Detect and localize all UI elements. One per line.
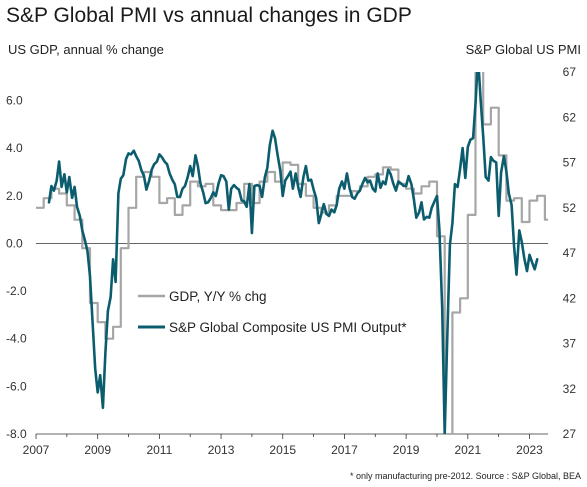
right-tick-label: 32: [563, 382, 577, 396]
x-tick-label: 2019: [393, 443, 420, 457]
right-tick-label: 42: [563, 291, 577, 305]
right-tick-label: 47: [563, 246, 577, 260]
x-tick-label: 2007: [23, 443, 50, 457]
gdp-series-line: [36, 72, 548, 434]
right-tick-label: 27: [563, 427, 577, 441]
left-tick-label: 6.0: [6, 94, 23, 108]
legend-label: GDP, Y/Y % chg: [169, 289, 267, 304]
left-axis-title: US GDP, annual % change: [8, 42, 164, 57]
x-tick-label: 2015: [269, 443, 296, 457]
x-tick-label: 2013: [208, 443, 235, 457]
left-tick-label: 0.0: [6, 236, 23, 250]
x-tick-label: 2011: [146, 443, 172, 457]
left-tick-label: -8.0: [6, 427, 27, 441]
left-tick-label: -6.0: [6, 379, 27, 393]
chart-title: S&P Global PMI vs annual changes in GDP: [6, 4, 412, 27]
x-tick-label: 2023: [516, 443, 543, 457]
right-tick-label: 52: [563, 201, 577, 215]
x-tick-label: 2017: [331, 443, 358, 457]
right-tick-label: 57: [563, 156, 577, 170]
left-tick-label: -2.0: [6, 284, 27, 298]
footnote: * only manufacturing pre-2012. Source : …: [350, 471, 581, 481]
right-tick-label: 37: [563, 337, 577, 351]
left-tick-label: 4.0: [6, 141, 23, 155]
left-tick-label: -4.0: [6, 332, 27, 346]
pmi-series-line: [47, 72, 539, 434]
right-tick-label: 62: [563, 110, 577, 124]
right-axis-title: S&P Global US PMI: [465, 42, 581, 57]
x-tick-label: 2021: [454, 443, 481, 457]
left-tick-label: 2.0: [6, 189, 23, 203]
right-tick-label: 67: [563, 65, 577, 79]
x-tick-label: 2009: [84, 443, 111, 457]
legend-label: S&P Global Composite US PMI Output*: [169, 320, 407, 335]
